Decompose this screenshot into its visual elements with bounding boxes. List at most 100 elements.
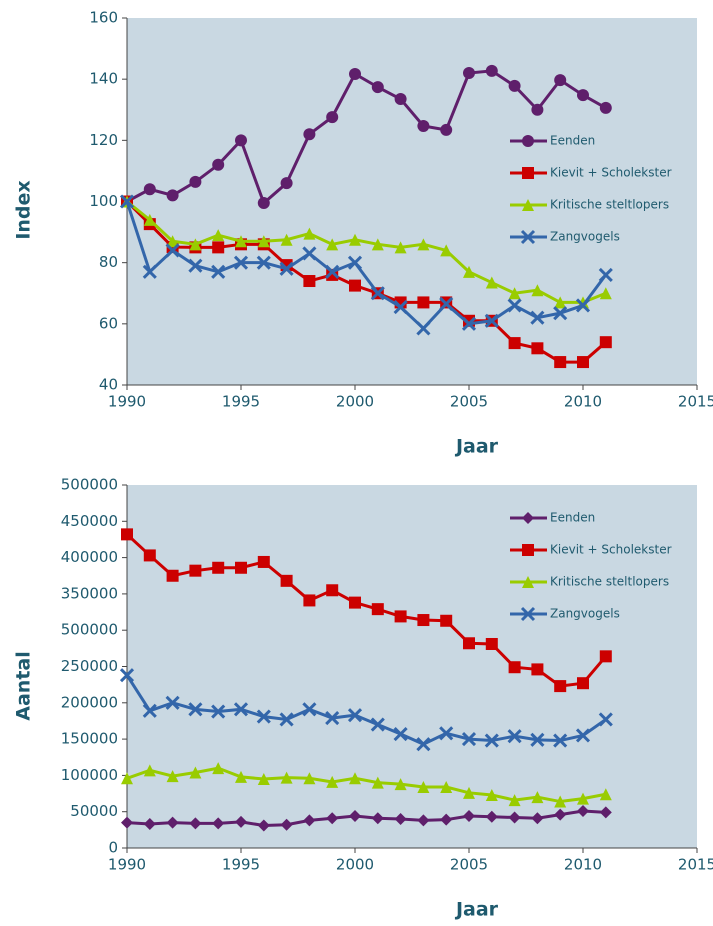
marker (121, 816, 133, 829)
marker (121, 772, 133, 785)
marker (165, 243, 180, 258)
marker (212, 158, 225, 171)
legend-label: Zangvogels (550, 230, 620, 244)
marker (349, 810, 361, 823)
marker (349, 67, 361, 80)
series-line (125, 674, 607, 746)
legend-marker (522, 544, 534, 556)
marker (393, 299, 408, 315)
legend-marker (522, 512, 534, 524)
y-tick-label: 100 (89, 192, 118, 210)
marker (235, 134, 247, 147)
marker (257, 197, 270, 210)
marker (280, 233, 293, 246)
x-tick-label: 2000 (336, 393, 374, 411)
series-line (126, 766, 607, 804)
marker (235, 770, 247, 783)
marker (599, 650, 612, 663)
marker (257, 555, 270, 568)
marker (554, 296, 567, 309)
marker (577, 89, 589, 102)
y-tick-label: 400000 (61, 548, 118, 566)
marker (188, 702, 203, 717)
marker (280, 771, 293, 784)
series-line (126, 69, 607, 206)
marker (531, 284, 544, 297)
marker (507, 729, 522, 744)
marker (599, 101, 612, 114)
marker (598, 712, 613, 727)
marker (212, 817, 225, 830)
y-tick-label: 200000 (61, 693, 118, 711)
marker (235, 561, 247, 574)
marker (143, 213, 156, 226)
marker (371, 603, 384, 616)
marker (142, 703, 157, 718)
legend-marker (520, 606, 536, 622)
x-axis-title: Jaar (454, 436, 499, 458)
marker (531, 812, 544, 825)
marker (166, 770, 179, 783)
marker (531, 103, 544, 116)
marker (577, 792, 589, 805)
legend-marker (522, 167, 534, 179)
marker (280, 574, 293, 587)
marker (303, 275, 316, 288)
x-tick-label: 1990 (108, 856, 146, 874)
marker (394, 778, 407, 791)
marker (439, 296, 454, 312)
marker (554, 74, 567, 87)
marker (554, 795, 567, 808)
marker (212, 762, 225, 775)
marker (235, 235, 247, 248)
marker (211, 704, 226, 719)
y-tick-label: 0 (108, 839, 118, 857)
marker (599, 287, 612, 300)
marker (531, 663, 544, 676)
y-tick-label: 500000 (61, 476, 118, 494)
legend-label: Kritische steltlopers (550, 198, 669, 212)
legend-marker (520, 229, 536, 245)
marker (575, 298, 591, 313)
marker (463, 67, 475, 80)
marker (347, 708, 363, 723)
marker (303, 814, 316, 827)
marker (417, 119, 430, 132)
marker (370, 717, 385, 732)
legend-label: Kievit + Scholekster (550, 166, 672, 180)
x-tick-label: 2015 (678, 856, 713, 874)
marker (461, 316, 477, 331)
x-tick-label: 2000 (336, 856, 374, 874)
marker (416, 737, 431, 752)
marker (484, 313, 499, 328)
marker (508, 287, 521, 300)
marker (484, 733, 499, 748)
marker (303, 227, 316, 240)
marker (463, 786, 475, 799)
marker (188, 258, 203, 273)
y-tick-label: 160 (89, 9, 118, 27)
marker (189, 817, 202, 830)
y-axis-title: Aantal (13, 651, 35, 720)
marker (212, 561, 225, 574)
y-tick-label: 140 (89, 70, 118, 88)
marker (303, 128, 316, 141)
marker (485, 64, 498, 77)
marker (235, 815, 247, 828)
marker (166, 816, 179, 829)
marker (394, 93, 407, 106)
marker (599, 788, 612, 801)
marker (554, 356, 567, 369)
marker (119, 194, 135, 209)
marker (461, 732, 477, 747)
marker (393, 726, 408, 742)
x-tick-label: 1995 (222, 393, 260, 411)
marker (326, 584, 339, 597)
x-tick-label: 1990 (108, 393, 146, 411)
legend-label: Zangvogels (550, 607, 620, 621)
marker (394, 610, 407, 623)
marker (508, 811, 521, 824)
y-tick-label: 150000 (61, 730, 118, 748)
marker (349, 772, 361, 785)
